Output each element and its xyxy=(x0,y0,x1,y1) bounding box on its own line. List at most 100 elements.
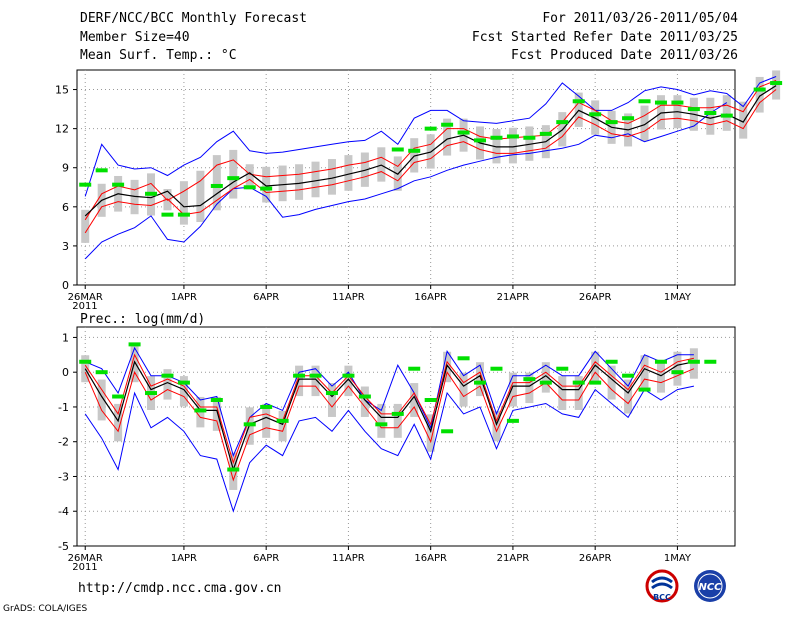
panel2-obs-marker xyxy=(671,370,684,375)
panel1-spread-box xyxy=(344,155,353,191)
panel1-spread-box xyxy=(245,164,254,190)
panel2-spread-box xyxy=(97,379,106,421)
panel2-spread-box xyxy=(459,372,468,407)
panel2-spread-box xyxy=(426,414,435,452)
panel1-obs-marker xyxy=(112,182,125,187)
panel1-obs-marker xyxy=(770,81,783,86)
member-size-label: Member Size=40 xyxy=(80,30,190,45)
panel1-spread-box xyxy=(640,105,649,142)
panel2-obs-marker xyxy=(210,398,223,402)
panel2-xtick-label: 26APR xyxy=(579,553,612,564)
panel1-spread-box xyxy=(656,95,665,130)
panel1-xtick-label: 26APR xyxy=(579,292,612,303)
panel2-obs-marker xyxy=(293,373,306,378)
panel2-year-label: 2011 xyxy=(72,562,97,573)
panel1-spread-box xyxy=(130,179,139,215)
panel2-ytick-label: -2 xyxy=(58,436,69,449)
panel1-obs-marker xyxy=(243,185,256,190)
panel1-obs-marker xyxy=(79,182,92,187)
ncc-logo: NCC xyxy=(694,570,726,602)
panel2-spread-box xyxy=(377,403,386,438)
panel1-year-label: 2011 xyxy=(72,301,97,312)
panel1-xtick-label: 11APR xyxy=(332,292,365,303)
panel2-obs-marker xyxy=(457,356,470,361)
panel1-spread-box xyxy=(212,155,221,211)
panel1-obs-marker xyxy=(622,116,635,121)
panel1-obs-marker xyxy=(605,120,618,125)
panel1-obs-marker xyxy=(177,212,190,217)
forecast-period-label: For 2011/03/26-2011/05/04 xyxy=(542,11,738,26)
panel1-spread-box xyxy=(508,127,517,164)
panel2-spread-box xyxy=(541,362,550,393)
panel1-obs-marker xyxy=(704,111,717,115)
panel2-title: Prec.: log(mm/d) xyxy=(80,312,205,327)
panel1-xtick-label: 1MAY xyxy=(664,292,692,303)
panel1-obs-marker xyxy=(210,183,223,188)
ncc-logo-text: NCC xyxy=(698,582,722,593)
panel2-obs-marker xyxy=(95,370,108,375)
panel1-spread-box xyxy=(179,181,188,225)
panel1-spread-box xyxy=(81,209,90,243)
panel2-spread-box xyxy=(114,403,123,442)
panel1-spread-box xyxy=(295,164,304,200)
panel1-frame xyxy=(76,69,736,286)
panel1-obs-marker xyxy=(474,138,487,143)
panel2-spread-box xyxy=(393,403,402,438)
panel2-obs-marker xyxy=(79,359,92,364)
panel1-obs-marker xyxy=(638,99,651,104)
panel2-spread-box xyxy=(278,410,287,442)
panel2-obs-marker xyxy=(638,387,651,392)
panel2-spread-box xyxy=(607,365,616,400)
panel2-spread-box xyxy=(640,355,649,390)
panel1-mean-line xyxy=(84,85,777,217)
panel1-spread-box xyxy=(229,149,238,199)
panel2-obs-marker xyxy=(325,391,338,396)
panel2-lower-spread-line xyxy=(84,368,695,482)
panel2-xtick-label: 26MAR xyxy=(68,553,103,564)
panel2-obs-marker xyxy=(704,359,717,364)
panel1-obs-marker xyxy=(227,176,240,181)
panel2-spread-box xyxy=(558,376,567,410)
panel1-obs-marker xyxy=(671,100,684,105)
panel2-ytick-label: -5 xyxy=(58,540,69,553)
panel1-obs-marker xyxy=(424,126,437,131)
panel2-obs-marker xyxy=(112,394,125,399)
panel2-obs-marker xyxy=(194,408,207,413)
panel1-obs-marker xyxy=(391,147,404,152)
panel1-obs-marker xyxy=(523,135,536,140)
panel2-spread-box xyxy=(591,351,600,383)
panel1-obs-marker xyxy=(457,130,470,135)
panel2-xtick-label: 11APR xyxy=(332,553,365,564)
panel1-obs-marker xyxy=(572,99,585,104)
panel1-spread-box xyxy=(706,97,715,135)
panel2-obs-marker xyxy=(408,366,421,371)
panel1-ytick-label: 9 xyxy=(62,162,69,175)
panel1-spread-box xyxy=(410,138,419,173)
panel2-spread-box xyxy=(492,410,501,442)
panel2-spread-box xyxy=(344,365,353,397)
panel1-upper-spread-line xyxy=(84,79,777,221)
panel1-lower-spread-line xyxy=(84,89,777,234)
panel2-spread-box xyxy=(525,372,534,404)
panel2-spread-box xyxy=(262,403,271,438)
panel2-obs-marker xyxy=(654,359,667,364)
panel2-obs-marker xyxy=(145,391,158,396)
panel2-obs-marker xyxy=(375,422,388,427)
chart-title: DERF/NCC/BCC Monthly Forecast xyxy=(80,11,307,26)
panel1-obs-marker xyxy=(589,112,602,117)
panel2-spread-box xyxy=(327,383,336,417)
panel2-ytick-label: 0 xyxy=(62,366,69,379)
panel2-spread-box xyxy=(360,386,369,417)
bcc-logo: BCC xyxy=(645,569,679,603)
panel1-obs-marker xyxy=(260,186,273,191)
panel2-spread-box xyxy=(508,372,517,407)
panel2-ytick-label: 1 xyxy=(62,331,69,344)
panel2-spread-box xyxy=(476,362,485,397)
panel2-xtick-label: 16APR xyxy=(414,553,447,564)
panel2-xtick-label: 1MAY xyxy=(664,553,692,564)
panel2-obs-marker xyxy=(441,429,454,434)
panel1-xtick-label: 1APR xyxy=(171,292,197,303)
source-url[interactable]: http://cmdp.ncc.cma.gov.cn xyxy=(78,581,282,596)
panel1-obs-marker xyxy=(654,100,667,105)
